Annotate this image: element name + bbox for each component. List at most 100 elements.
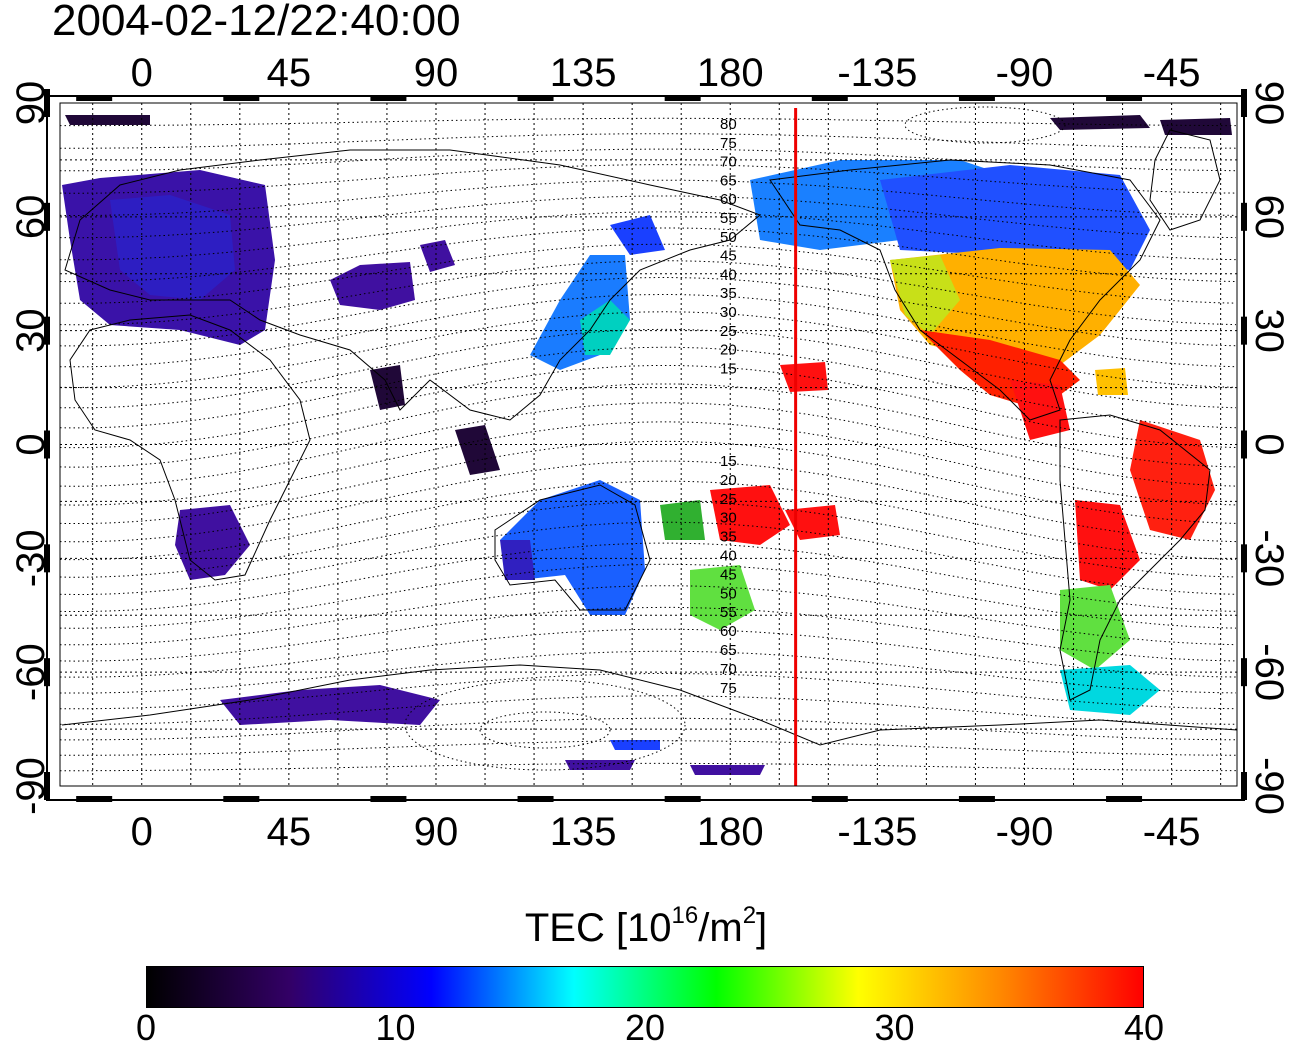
frame-tick-left (44, 430, 50, 459)
frame-tick-bottom (664, 796, 701, 802)
colorbar-tick-label: 20 (624, 1007, 666, 1048)
contour-label: 20 (720, 472, 737, 489)
frame-tick-bottom (76, 796, 113, 802)
dip-contour (60, 383, 1237, 468)
frame-tick-right (1241, 658, 1247, 687)
tec-region-south-america-mid (1075, 500, 1140, 590)
colorbar-tick-label: 40 (1123, 1007, 1165, 1048)
dip-contour (60, 762, 1236, 772)
contour-label: 45 (720, 248, 737, 265)
graticule (60, 103, 1237, 786)
axis-labels: 0 45 90 135 180 -135 -90 -45 0 45 90 135 180 -135 -90 -… (9, 51, 1291, 854)
contour-label: 40 (720, 548, 737, 565)
dip-contour (60, 346, 1237, 429)
tec-region-canada (880, 165, 1150, 270)
lat-tick-label-right: -90 (1247, 757, 1291, 815)
frame-tick-left (44, 316, 50, 345)
tec-region-solomon (660, 500, 705, 540)
lon-tick-label-top: -135 (837, 51, 917, 95)
colorbar-title: TEC [1016/m2] (0, 904, 1292, 952)
frame-tick-right (1241, 89, 1247, 117)
tec-region-seasia (455, 425, 500, 475)
dip-contour (60, 585, 1237, 646)
frame-tick-right (1241, 316, 1247, 345)
lat-tick-label-left: 90 (9, 81, 53, 126)
frame-tick-bottom (223, 796, 260, 802)
dip-latitude-contours (60, 106, 1237, 772)
tec-region-australia-west (500, 540, 535, 580)
contour-label: 75 (720, 680, 737, 697)
dip-contour (60, 328, 1237, 409)
tec-region-caribbean (1095, 368, 1128, 395)
tec-region-antarctic-3 (690, 765, 765, 775)
lat-tick-label-right: -30 (1247, 529, 1291, 587)
contour-label: 15 (720, 360, 737, 377)
frame-tick-left (44, 772, 50, 800)
dip-contour (60, 480, 1237, 561)
tec-region-japan-warm (580, 300, 630, 355)
dip-contour (60, 211, 1237, 261)
colorbar-title-prefix: TEC [10 (524, 906, 672, 950)
dip-contour (60, 311, 1237, 389)
dip-contour (60, 673, 1237, 710)
frame-tick-left (44, 202, 50, 231)
contour-label: 30 (720, 304, 737, 321)
lon-tick-label-bottom: -135 (837, 810, 917, 854)
tec-region-australia (500, 480, 645, 615)
lat-tick-label-left: 0 (9, 433, 53, 455)
timestamp-title: 2004-02-12/22:40:00 (52, 0, 461, 45)
tec-region-arctic-1 (65, 115, 150, 125)
tec-region-nz-pacific (690, 565, 755, 630)
frame-tick-left (44, 89, 50, 117)
lat-tick-label-right: 0 (1247, 433, 1291, 455)
contour-label: 70 (720, 661, 737, 678)
lat-tick-label-left: 60 (9, 195, 53, 240)
dip-contour (60, 179, 1237, 216)
lon-tick-label-top: 180 (697, 51, 764, 95)
tec-region-usa-west (890, 255, 960, 335)
contour-label: 15 (720, 453, 737, 470)
colorbar-title-unit: /m (698, 906, 743, 950)
lon-tick-label-bottom: 0 (131, 810, 153, 854)
dip-contour (60, 365, 1237, 449)
contour-label: 65 (720, 642, 737, 659)
contour-label: 35 (720, 529, 737, 546)
lat-tick-label-right: 90 (1247, 81, 1291, 126)
dip-contour (60, 695, 1236, 725)
contour-label: 50 (720, 229, 737, 246)
frame-tick-right (1241, 772, 1247, 800)
tec-region-arctic-3 (1160, 118, 1232, 135)
frame-tick-bottom (811, 796, 848, 802)
contour-label: 25 (720, 323, 737, 340)
frame-tick-bottom (517, 796, 554, 802)
contour-label: 50 (720, 585, 737, 602)
lon-tick-label-top: 45 (267, 51, 312, 95)
tec-region-antarctic-4 (610, 740, 660, 750)
tec-region-brazil (1130, 420, 1215, 540)
frame-tick-bottom (958, 796, 995, 802)
dip-contour (60, 402, 1237, 487)
frame-tick-top (1106, 95, 1143, 101)
dip-contour (60, 460, 1237, 543)
colorbar-title-exponent-2: 2 (742, 902, 757, 929)
dip-contour (60, 650, 1237, 694)
tec-region-south-america-south (1060, 585, 1130, 670)
frame-tick-bottom (1106, 796, 1143, 802)
lat-tick-label-left: -60 (9, 643, 53, 701)
tec-region-africa-south (175, 505, 250, 580)
frame-ticks (44, 89, 1247, 802)
contour-oval-south (479, 711, 611, 749)
frame-tick-top (517, 95, 554, 101)
frame-tick-left (44, 658, 50, 687)
lon-tick-label-top: -90 (996, 51, 1054, 95)
coast-greenland (1149, 129, 1221, 231)
contour-labels: 8075706560555045403530252015152025303540… (720, 116, 737, 697)
lat-tick-label-right: 60 (1247, 195, 1291, 240)
contour-label: 60 (720, 191, 737, 208)
frame-tick-right (1241, 430, 1247, 459)
colorbar-tick-label: 30 (874, 1007, 915, 1048)
lon-tick-label-bottom: -45 (1143, 810, 1201, 854)
lon-tick-label-bottom: -90 (996, 810, 1054, 854)
frame-tick-top (664, 95, 701, 101)
